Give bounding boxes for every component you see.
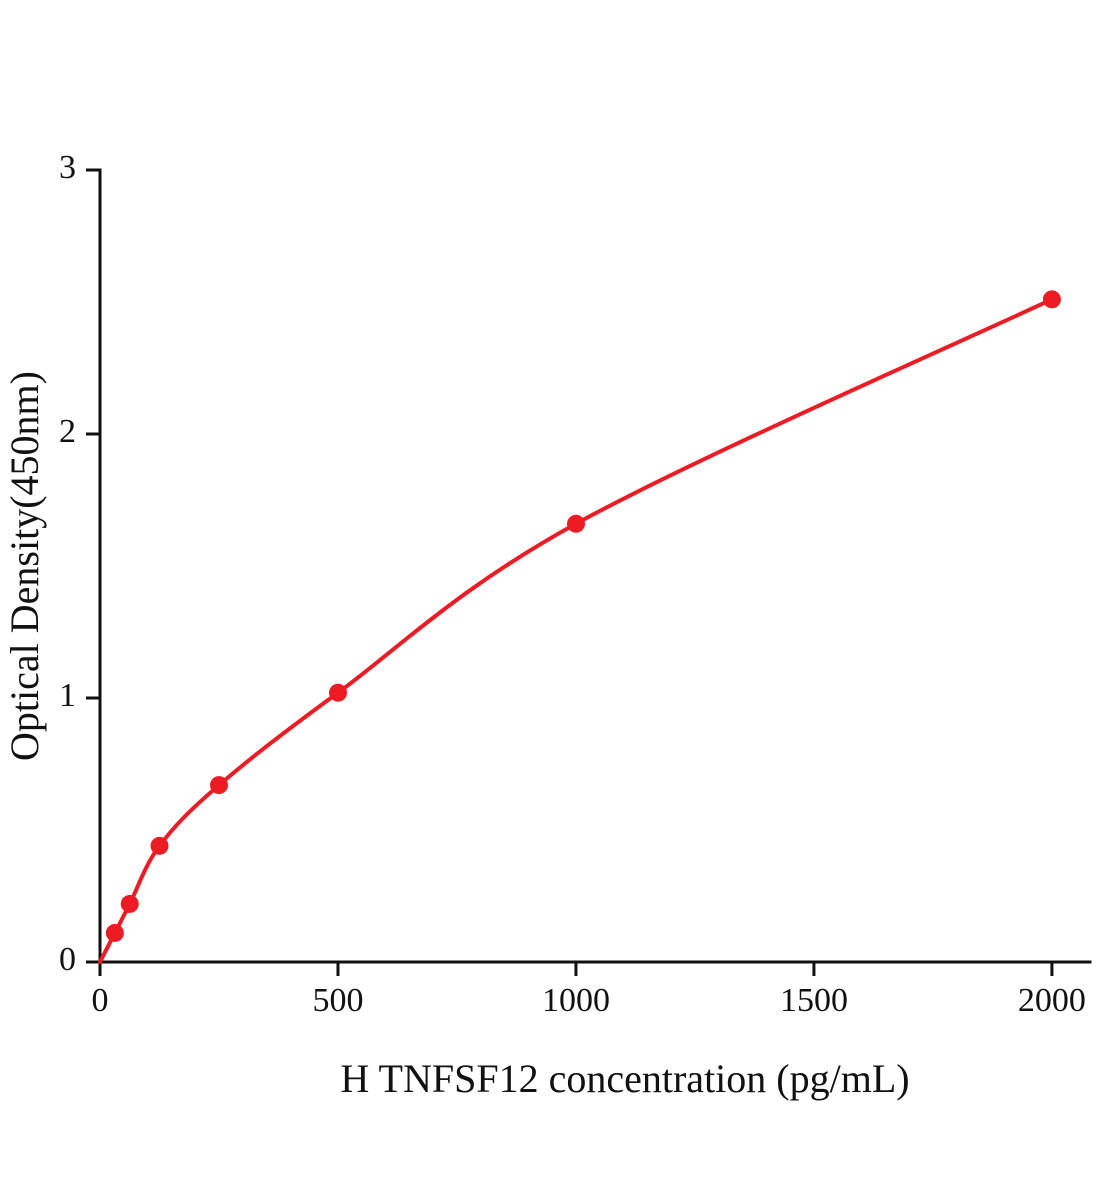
y-axis-title: Optical Density(450nm) <box>2 371 47 761</box>
x-axis-title: H TNFSF12 concentration (pg/mL) <box>340 1056 909 1101</box>
y-tick-label: 0 <box>59 941 76 978</box>
x-tick-label: 0 <box>92 982 109 1019</box>
x-tick-label: 1500 <box>780 982 848 1019</box>
fitted-curve <box>98 297 1054 964</box>
data-point-marker <box>566 514 585 533</box>
data-point-marker <box>150 836 169 855</box>
data-point-marker <box>105 923 124 942</box>
x-tick-label: 500 <box>312 982 363 1019</box>
y-tick-label: 1 <box>59 677 76 714</box>
data-point-marker <box>328 683 347 702</box>
data-point-marker <box>209 776 228 795</box>
y-tick-label: 3 <box>59 149 76 186</box>
data-point-marker <box>120 894 139 913</box>
x-tick-label: 2000 <box>1018 982 1086 1019</box>
x-tick-label: 1000 <box>542 982 610 1019</box>
data-point-marker <box>1042 290 1061 309</box>
y-tick-label: 2 <box>59 413 76 450</box>
